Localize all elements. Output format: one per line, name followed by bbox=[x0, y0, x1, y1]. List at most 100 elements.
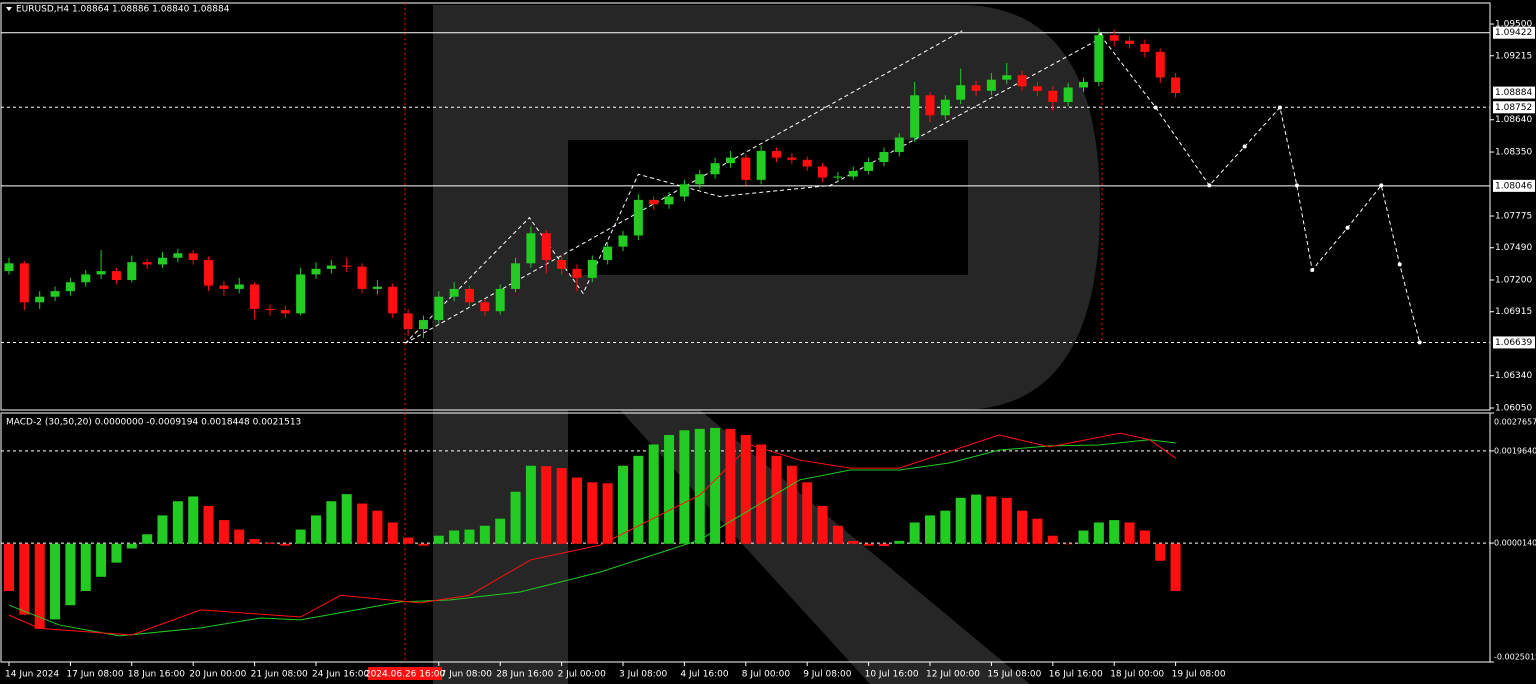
macd-bar bbox=[817, 505, 828, 544]
forecast-point bbox=[1242, 144, 1247, 149]
y-tick-label: 1.09500 bbox=[1495, 20, 1532, 30]
macd-line bbox=[8, 432, 1176, 636]
candle-body bbox=[127, 262, 137, 281]
candle-body bbox=[311, 268, 321, 275]
macd-bar bbox=[925, 515, 935, 544]
macd-bar bbox=[111, 543, 122, 563]
candle-body bbox=[372, 286, 382, 289]
macd-bar bbox=[495, 518, 506, 544]
macd-bar bbox=[771, 455, 782, 544]
candle-body bbox=[695, 174, 705, 185]
macd-bar bbox=[633, 455, 644, 544]
level-label-box bbox=[1493, 336, 1535, 349]
main-panel-border bbox=[0, 2, 1491, 411]
macd-bar bbox=[341, 494, 352, 544]
x-tick-label: 18 Jun 16:00 bbox=[128, 670, 185, 680]
macd-bar bbox=[756, 444, 767, 544]
forecast-point bbox=[1397, 262, 1402, 267]
x-tick-label: 8 Jul 00:00 bbox=[742, 670, 791, 680]
x-tick-label: 17 Jun 08:00 bbox=[66, 670, 123, 680]
x-tick-label: 24 Jun 16:00 bbox=[312, 670, 369, 680]
macd-bar bbox=[694, 428, 705, 544]
cursor-label: 2024.06.26 16:00 bbox=[365, 670, 446, 680]
candle-body bbox=[848, 170, 858, 177]
candle-body bbox=[495, 288, 505, 312]
candle-body bbox=[1109, 35, 1119, 41]
macd-bar bbox=[218, 520, 229, 544]
macd-tick-label: 0.0019640 bbox=[1494, 446, 1536, 455]
macd-bar bbox=[249, 539, 260, 544]
macd-bar bbox=[188, 496, 199, 544]
candle-body bbox=[986, 79, 996, 91]
candle-body bbox=[81, 274, 91, 283]
macd-tick-label: -0.0025015 bbox=[1494, 653, 1536, 662]
candle-body bbox=[572, 268, 582, 278]
candle-body bbox=[787, 157, 797, 160]
macd-bar bbox=[295, 529, 306, 544]
macd-bar bbox=[1155, 543, 1166, 561]
macd-bar bbox=[1093, 522, 1104, 544]
candle-body bbox=[1063, 87, 1073, 102]
candle-body bbox=[449, 288, 459, 297]
macd-bar bbox=[357, 503, 368, 544]
macd-bar bbox=[725, 428, 736, 544]
candle-body bbox=[4, 263, 14, 272]
y-tick-label: 1.07200 bbox=[1495, 276, 1532, 286]
candle-body bbox=[603, 246, 613, 260]
x-tick-label: 16 Jul 16:00 bbox=[1049, 670, 1103, 680]
macd-bar bbox=[4, 543, 14, 592]
macd-bar bbox=[587, 482, 598, 544]
candle-body bbox=[772, 150, 781, 158]
candle-body bbox=[434, 296, 444, 321]
macd-bar bbox=[387, 522, 398, 544]
watermark bbox=[433, 5, 1100, 684]
macd-bar bbox=[786, 465, 797, 544]
candle-body bbox=[971, 85, 981, 91]
macd-bar bbox=[955, 497, 966, 544]
candle-body bbox=[188, 253, 198, 260]
macd-bar bbox=[940, 510, 951, 544]
macd-tick-label: 0.0027657 bbox=[1494, 418, 1536, 427]
macd-bar bbox=[525, 465, 536, 544]
candle-body bbox=[142, 262, 152, 265]
x-tick-label: 19 Jul 08:00 bbox=[1172, 670, 1226, 680]
macd-bar bbox=[541, 466, 552, 544]
candle-body bbox=[96, 271, 106, 275]
x-tick-label: 20 Jun 00:00 bbox=[189, 670, 246, 680]
x-tick-label: 14 Jun 2024 bbox=[5, 670, 59, 680]
level-label: 1.09422 bbox=[1495, 28, 1532, 38]
candle-body bbox=[173, 253, 183, 258]
macd-bar bbox=[1139, 530, 1150, 544]
macd-bar bbox=[311, 515, 321, 544]
macd-bar bbox=[832, 525, 843, 544]
macd-bar bbox=[571, 477, 582, 544]
macd-bar bbox=[710, 427, 721, 544]
macd-bar bbox=[203, 505, 214, 544]
macd-bar bbox=[1063, 543, 1074, 545]
candle-body bbox=[802, 159, 812, 167]
macd-bar bbox=[403, 537, 414, 544]
y-tick-label: 1.07490 bbox=[1495, 243, 1532, 253]
candle-body bbox=[741, 157, 751, 180]
candle-body bbox=[618, 235, 628, 247]
forecast-line bbox=[1099, 34, 1421, 343]
macd-bar bbox=[479, 525, 490, 544]
macd-bar bbox=[50, 543, 61, 620]
candle-body bbox=[864, 162, 874, 171]
candle-body bbox=[280, 310, 290, 314]
cursor-label-box bbox=[368, 667, 443, 680]
y-tick-label: 1.06340 bbox=[1495, 371, 1532, 381]
candle-body bbox=[1155, 51, 1165, 78]
y-tick-label: 1.06915 bbox=[1495, 307, 1532, 317]
macd-bar bbox=[648, 444, 659, 544]
candle-body bbox=[587, 259, 597, 278]
candle-body bbox=[833, 176, 843, 178]
macd-bar bbox=[433, 535, 444, 544]
candle-body bbox=[1171, 77, 1181, 94]
x-tick-label: 10 Jul 16:00 bbox=[865, 670, 919, 680]
candle-body bbox=[296, 274, 306, 314]
x-tick-label: 18 Jul 00:00 bbox=[1110, 670, 1164, 680]
candle-body bbox=[65, 282, 75, 292]
candle-body bbox=[818, 166, 828, 178]
macd-bar bbox=[1017, 510, 1028, 544]
